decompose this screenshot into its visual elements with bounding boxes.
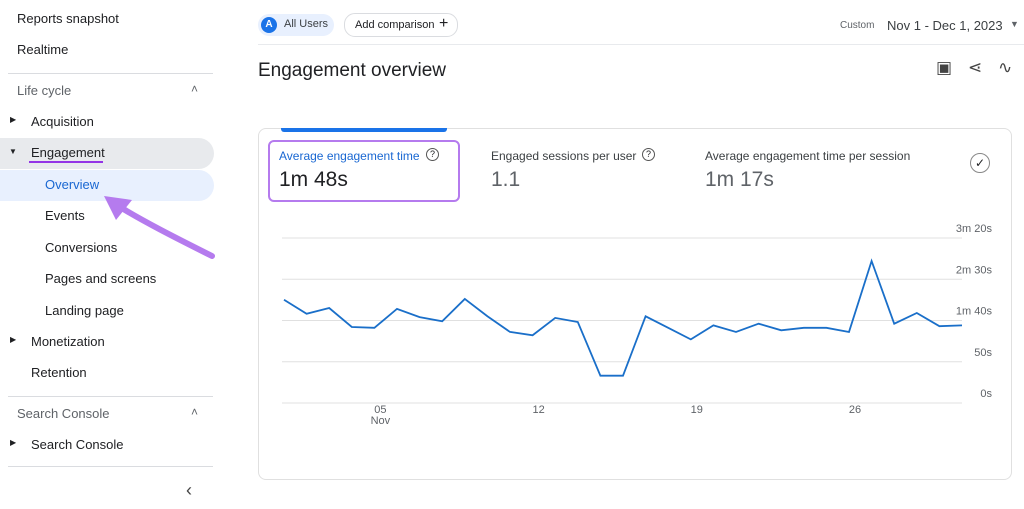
nav-item[interactable]: Events [45, 208, 85, 223]
chevron[interactable]: ˄ [191, 405, 199, 419]
item-bg [0, 170, 214, 201]
collapse-button[interactable]: ‹ [186, 480, 192, 500]
chevron[interactable]: ˄ [191, 82, 199, 96]
segment-chip[interactable]: A All Users [258, 14, 334, 36]
metric-label[interactable]: Average engagement time [279, 149, 420, 163]
help-icon: ? [642, 148, 655, 161]
plus-icon: + [439, 15, 449, 32]
active-tab-indicator [281, 128, 447, 132]
date-range[interactable]: Nov 1 - Dec 1, 2023 [887, 18, 1003, 33]
x-tick-label: 12 [532, 404, 544, 416]
page-title: Engagement overview [258, 60, 446, 81]
y-tick-label: 2m 30s [956, 264, 993, 276]
y-tick-label: 0s [980, 388, 992, 400]
avatar: A [261, 17, 277, 33]
segment-label: All Users [284, 18, 329, 30]
help-icon: ? [426, 148, 439, 161]
y-tick-label: 50s [974, 347, 992, 359]
nav-item[interactable]: Search Console [31, 437, 124, 452]
add-comparison[interactable]: Add comparison + [344, 13, 458, 37]
annotation-arrowhead [104, 196, 132, 220]
y-tick-label: 1m 40s [956, 306, 993, 318]
highlight-box [268, 140, 460, 202]
nav-item[interactable]: Retention [31, 365, 87, 380]
x-tick-label: 26 [849, 404, 861, 416]
item-bg [0, 138, 214, 169]
dropdown-icon[interactable]: ▼ [1010, 19, 1019, 29]
divider [8, 466, 213, 467]
metric-value: 1.1 [491, 168, 521, 191]
expand-icon[interactable]: ▶ [10, 115, 17, 124]
nav-item[interactable]: Acquisition [31, 114, 94, 129]
add-comparison-label: Add comparison [355, 19, 435, 31]
insights-icon[interactable]: ∿ [998, 58, 1013, 77]
metric-value: 1m 17s [705, 168, 774, 191]
nav-item[interactable]: Pages and screens [45, 271, 157, 286]
section-label[interactable]: Search Console [17, 406, 110, 421]
divider [258, 44, 1024, 45]
share-icon[interactable]: ⋖ [968, 58, 983, 77]
card [258, 128, 1012, 480]
x-tick-label: 19 [691, 404, 703, 416]
section-divider [8, 73, 213, 74]
nav-item[interactable]: Monetization [31, 334, 105, 349]
section-divider [8, 396, 213, 397]
annotation-arrow [109, 199, 215, 259]
metric-value: 1m 48s [279, 168, 348, 191]
nav-item[interactable]: Reports snapshot [17, 11, 119, 26]
x-tick-label: 05 [374, 404, 386, 416]
range-type: Custom [840, 20, 875, 31]
nav-item[interactable]: Engagement [31, 145, 105, 160]
expand-icon[interactable]: ▶ [10, 438, 17, 447]
nav-item[interactable]: Realtime [17, 42, 69, 57]
metric-label[interactable]: Engaged sessions per user [491, 149, 637, 163]
expand-icon[interactable]: ▼ [9, 147, 17, 156]
sidebar: Reports snapshot Realtime Life cycle ˄ Acqui… [0, 0, 215, 509]
nav-item[interactable]: Overview [45, 177, 100, 192]
line [283, 258, 963, 377]
section-label[interactable]: Life cycle [17, 83, 72, 98]
x-month-label: Nov [371, 415, 391, 427]
edit-icon[interactable]: ▣ [936, 58, 953, 77]
expand-icon[interactable]: ▶ [10, 335, 17, 344]
metric-label[interactable]: Average engagement time per session [705, 149, 911, 163]
compare-toggle[interactable]: ✓ [970, 153, 990, 173]
nav-item[interactable]: Landing page [45, 303, 124, 318]
nav-item[interactable]: Conversions [45, 240, 118, 255]
y-tick-label: 3m 20s [956, 223, 993, 235]
